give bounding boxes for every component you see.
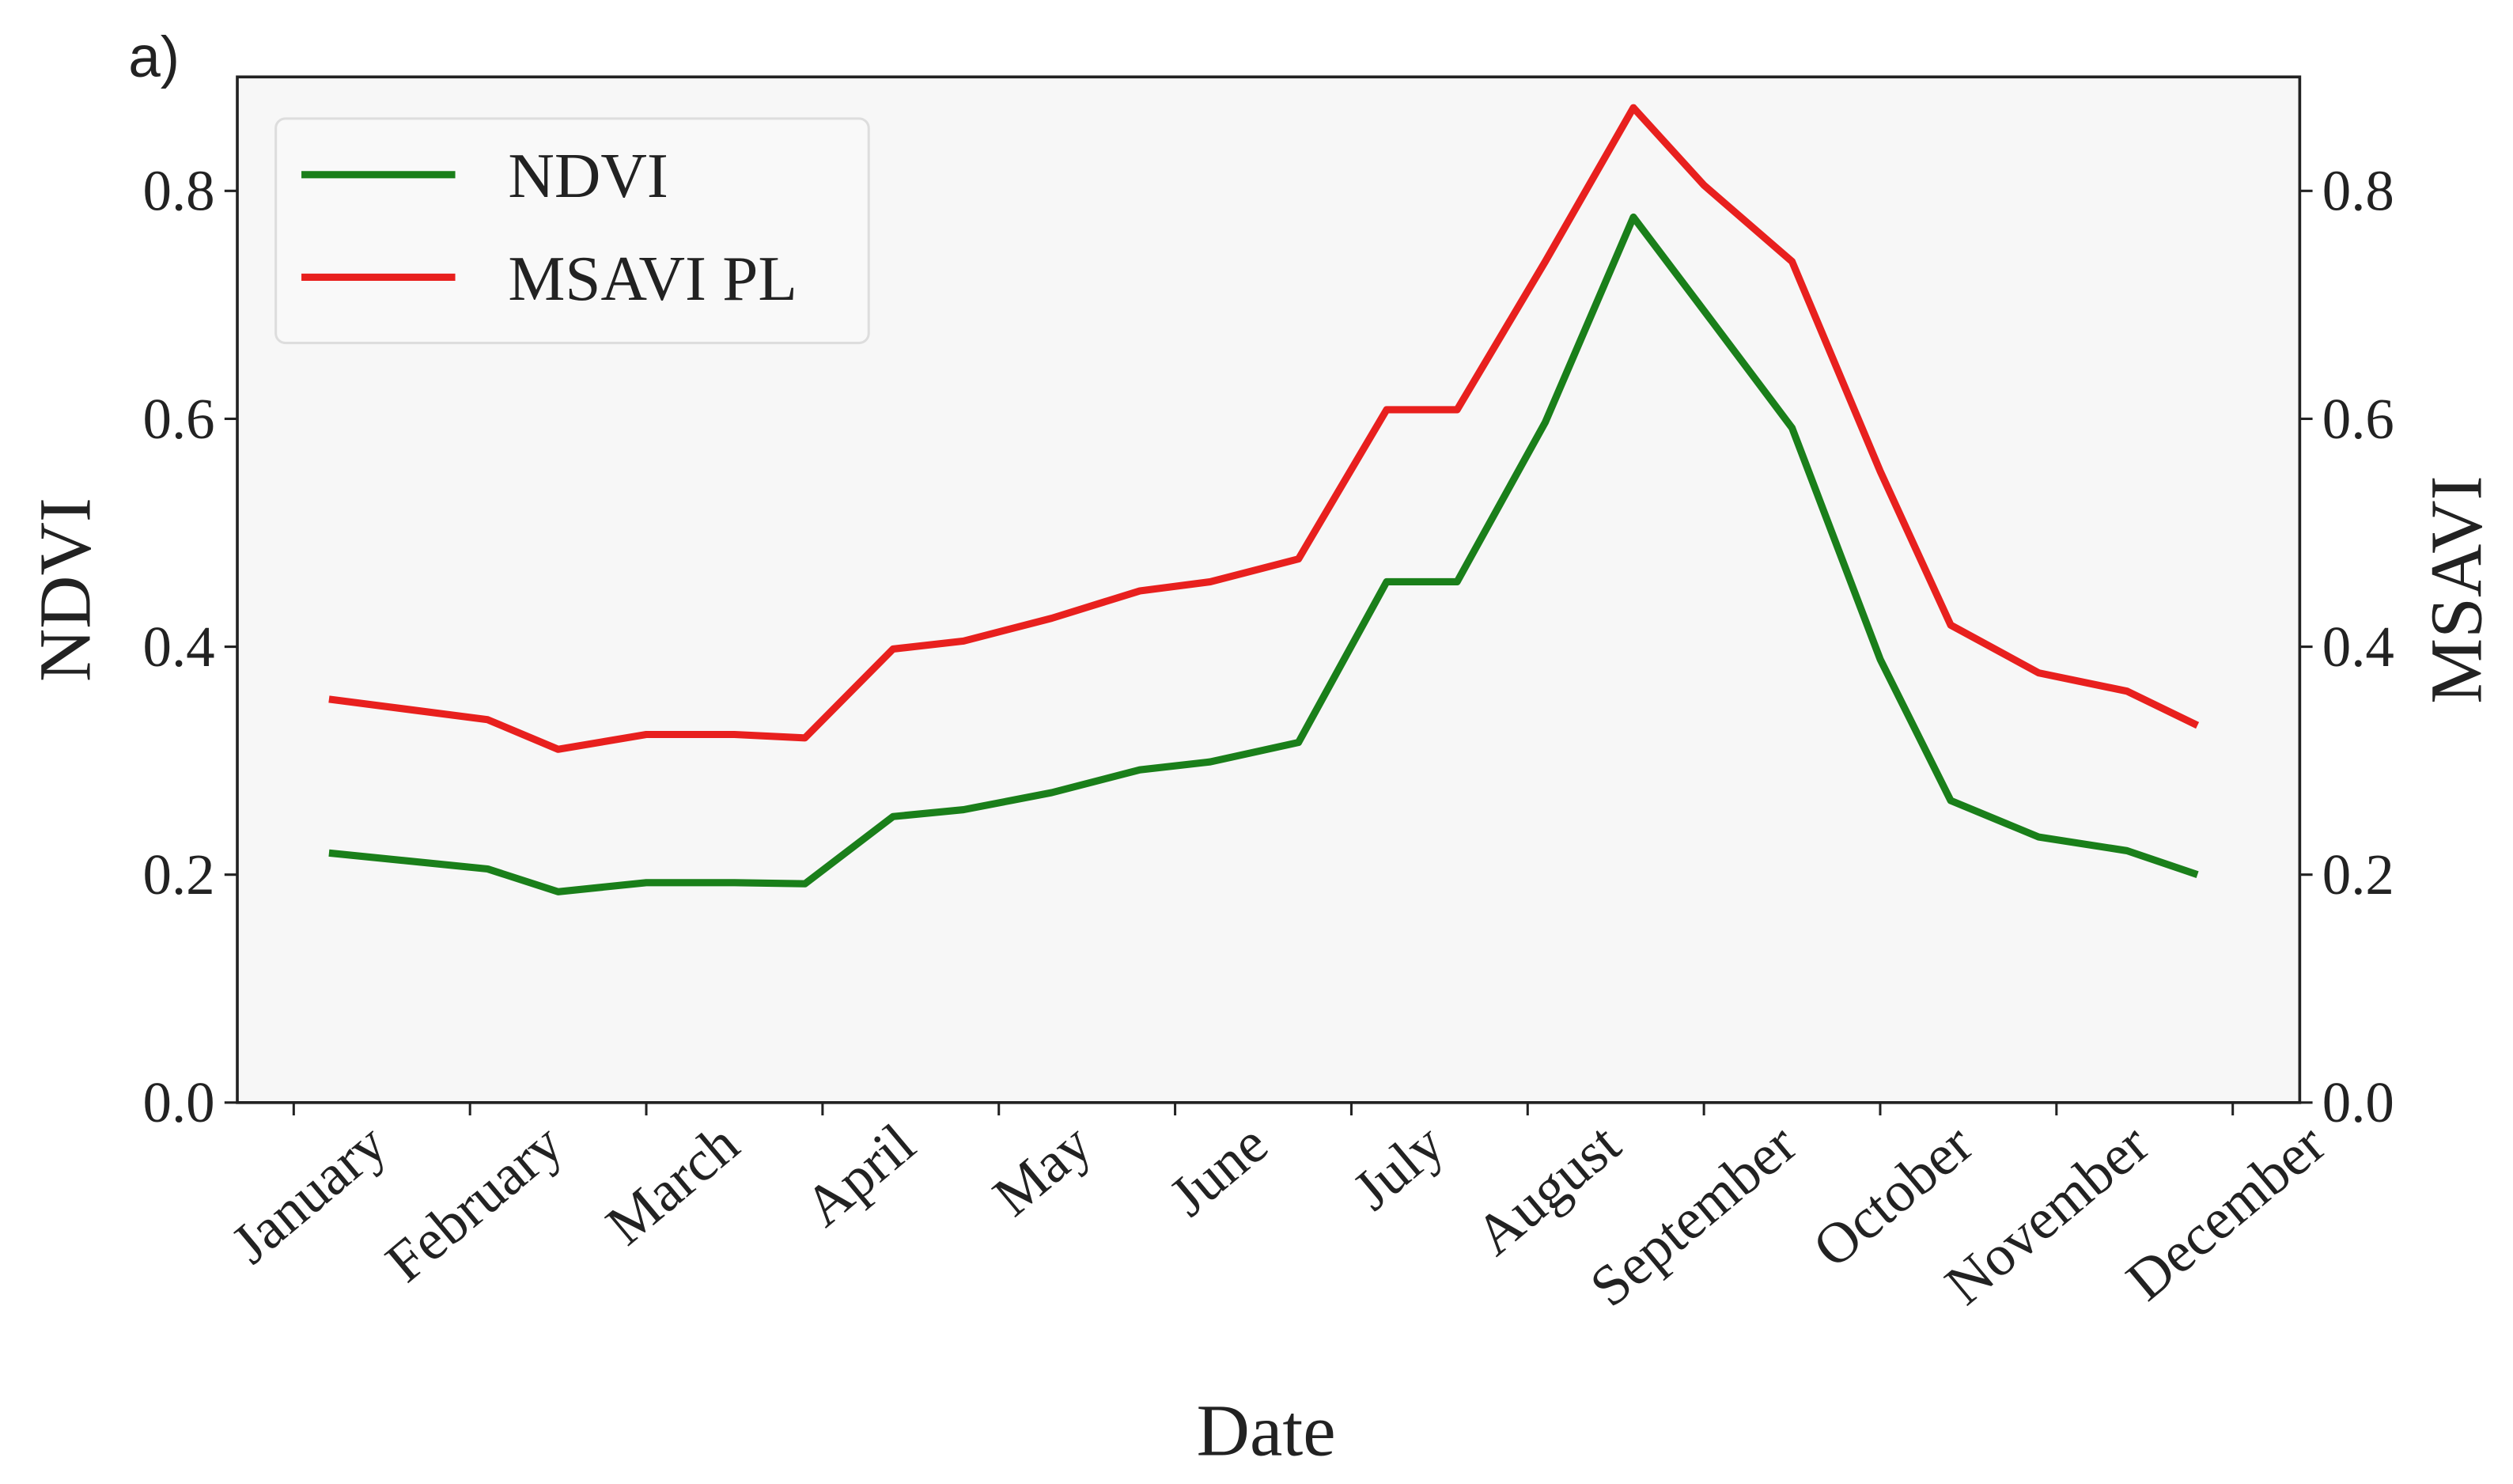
y-tick-label: 0.4 — [142, 615, 214, 679]
y2-tick-label: 0.8 — [2322, 159, 2394, 223]
axes-frame — [236, 75, 2302, 1104]
y-tick-label: 0.0 — [142, 1070, 214, 1134]
y2-tick-label: 0.2 — [2322, 842, 2394, 907]
x-axis-label: Date — [1197, 1391, 1336, 1472]
y2-axis-label: MSAVI — [2416, 475, 2497, 703]
panel-label: a) — [128, 25, 180, 89]
y2-tick-label: 0.4 — [2322, 615, 2394, 679]
series-line — [328, 213, 2199, 895]
series-line — [328, 104, 2200, 753]
legend-label: MSAVI PL — [508, 243, 797, 314]
y-tick-label: 0.2 — [142, 842, 214, 907]
y-tick-label: 0.8 — [142, 159, 214, 223]
y2-tick-label: 0.0 — [2322, 1070, 2394, 1134]
y-tick-label: 0.6 — [142, 387, 214, 451]
y2-tick-label: 0.6 — [2322, 387, 2394, 451]
legend-label: NDVI — [508, 140, 668, 211]
y-axis-label: NDVI — [25, 498, 107, 682]
